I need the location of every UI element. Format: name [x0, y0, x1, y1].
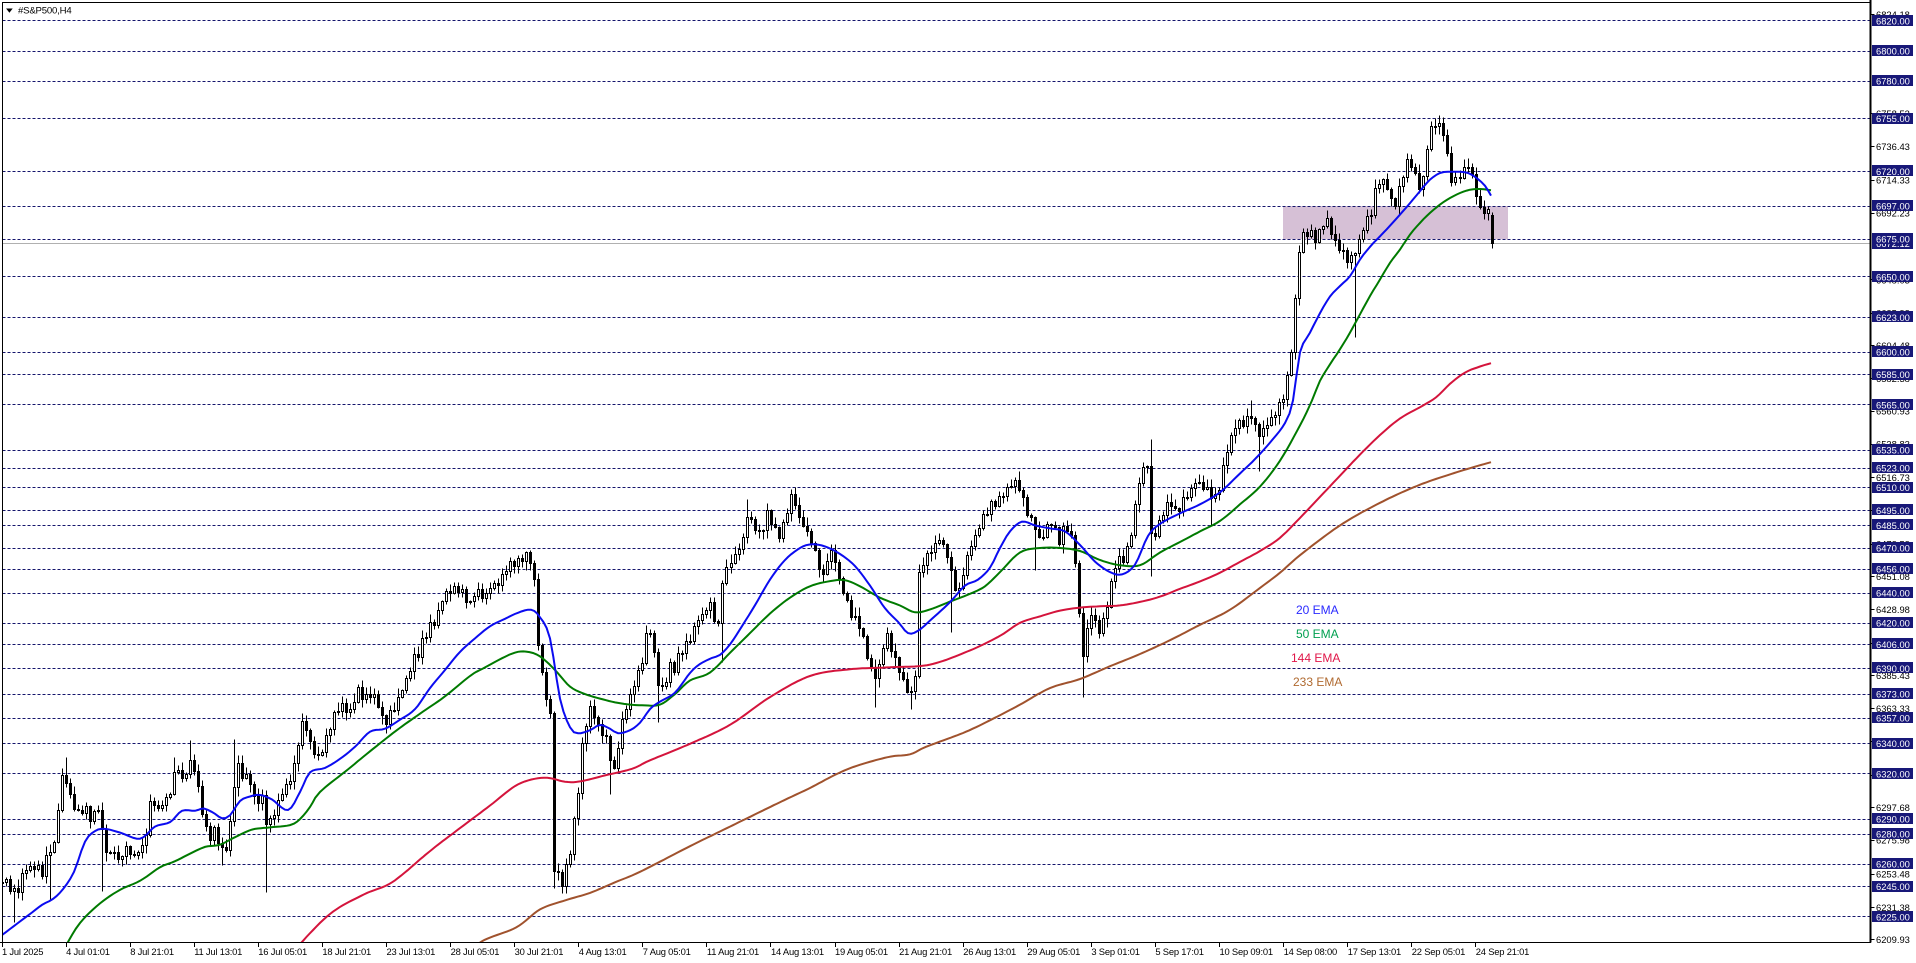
svg-text:6280.00: 6280.00: [1876, 829, 1910, 840]
svg-text:6720.00: 6720.00: [1876, 166, 1910, 177]
svg-text:6297.68: 6297.68: [1876, 802, 1910, 813]
svg-text:14 Aug 13:01: 14 Aug 13:01: [771, 946, 824, 957]
svg-text:28 Jul 05:01: 28 Jul 05:01: [451, 946, 500, 957]
svg-text:6824.18: 6824.18: [1876, 9, 1910, 20]
svg-text:6451.08: 6451.08: [1876, 571, 1910, 582]
svg-text:6485.00: 6485.00: [1876, 520, 1910, 531]
svg-text:6510.00: 6510.00: [1876, 482, 1910, 493]
svg-text:24 Sep 21:01: 24 Sep 21:01: [1476, 946, 1529, 957]
svg-text:10 Sep 09:01: 10 Sep 09:01: [1220, 946, 1273, 957]
svg-text:6800.00: 6800.00: [1876, 45, 1910, 56]
svg-text:50 EMA: 50 EMA: [1296, 627, 1339, 641]
svg-text:6600.00: 6600.00: [1876, 347, 1910, 358]
svg-text:6623.00: 6623.00: [1876, 312, 1910, 323]
svg-text:6320.00: 6320.00: [1876, 768, 1910, 779]
svg-text:6340.00: 6340.00: [1876, 738, 1910, 749]
svg-text:6692.23: 6692.23: [1876, 208, 1910, 219]
svg-text:6565.00: 6565.00: [1876, 399, 1910, 410]
svg-text:8 Jul 21:01: 8 Jul 21:01: [130, 946, 174, 957]
svg-text:6420.00: 6420.00: [1876, 618, 1910, 629]
svg-text:6755.00: 6755.00: [1876, 113, 1910, 124]
svg-text:11 Jul 13:01: 11 Jul 13:01: [194, 946, 242, 957]
svg-text:6736.43: 6736.43: [1876, 141, 1910, 152]
svg-text:6275.98: 6275.98: [1876, 835, 1910, 846]
svg-text:16 Jul 05:01: 16 Jul 05:01: [258, 946, 307, 957]
svg-text:6209.93: 6209.93: [1876, 934, 1910, 945]
svg-text:6820.00: 6820.00: [1876, 15, 1910, 26]
svg-text:1 Jul 2025: 1 Jul 2025: [2, 946, 43, 957]
svg-text:233 EMA: 233 EMA: [1293, 675, 1342, 689]
svg-text:4 Jul 01:01: 4 Jul 01:01: [66, 946, 110, 957]
svg-text:6516.73: 6516.73: [1876, 472, 1910, 483]
svg-text:26 Aug 13:01: 26 Aug 13:01: [963, 946, 1016, 957]
svg-text:6260.00: 6260.00: [1876, 859, 1910, 870]
svg-text:29 Aug 05:01: 29 Aug 05:01: [1027, 946, 1080, 957]
svg-text:6697.00: 6697.00: [1876, 201, 1910, 212]
svg-text:6440.00: 6440.00: [1876, 588, 1910, 599]
svg-text:6470.00: 6470.00: [1876, 542, 1910, 553]
svg-text:6523.00: 6523.00: [1876, 463, 1910, 474]
svg-text:6406.00: 6406.00: [1876, 639, 1910, 650]
svg-text:30 Jul 21:01: 30 Jul 21:01: [515, 946, 564, 957]
svg-text:5 Sep 17:01: 5 Sep 17:01: [1155, 946, 1203, 957]
svg-text:6495.00: 6495.00: [1876, 505, 1910, 516]
svg-text:14 Sep 08:00: 14 Sep 08:00: [1284, 946, 1337, 957]
svg-text:6231.38: 6231.38: [1876, 902, 1910, 913]
svg-text:6357.00: 6357.00: [1876, 713, 1910, 724]
svg-text:6604.48: 6604.48: [1876, 340, 1910, 351]
svg-text:22 Sep 05:01: 22 Sep 05:01: [1412, 946, 1465, 957]
svg-text:6585.00: 6585.00: [1876, 369, 1910, 380]
svg-text:4 Aug 13:01: 4 Aug 13:01: [579, 946, 627, 957]
svg-text:17 Sep 13:01: 17 Sep 13:01: [1348, 946, 1401, 957]
svg-text:#S&P500,H4: #S&P500,H4: [18, 5, 72, 16]
svg-text:6363.33: 6363.33: [1876, 703, 1910, 714]
svg-text:20 EMA: 20 EMA: [1296, 603, 1339, 617]
svg-text:6245.00: 6245.00: [1876, 881, 1910, 892]
svg-text:6253.48: 6253.48: [1876, 869, 1910, 880]
svg-text:144 EMA: 144 EMA: [1291, 651, 1340, 665]
svg-text:6780.00: 6780.00: [1876, 76, 1910, 87]
svg-text:19 Aug 05:01: 19 Aug 05:01: [835, 946, 888, 957]
svg-text:6675.00: 6675.00: [1876, 234, 1910, 245]
svg-text:7 Aug 05:01: 7 Aug 05:01: [643, 946, 691, 957]
svg-text:3 Sep 01:01: 3 Sep 01:01: [1091, 946, 1139, 957]
svg-text:23 Jul 13:01: 23 Jul 13:01: [387, 946, 436, 957]
svg-text:21 Aug 21:01: 21 Aug 21:01: [899, 946, 952, 957]
svg-text:6385.43: 6385.43: [1876, 670, 1910, 681]
svg-text:6714.33: 6714.33: [1876, 174, 1910, 185]
svg-text:6456.00: 6456.00: [1876, 564, 1910, 575]
svg-text:6225.00: 6225.00: [1876, 911, 1910, 922]
svg-text:6535.00: 6535.00: [1876, 445, 1910, 456]
svg-text:18 Jul 21:01: 18 Jul 21:01: [322, 946, 371, 957]
svg-text:6428.98: 6428.98: [1876, 604, 1910, 615]
svg-text:6290.00: 6290.00: [1876, 814, 1910, 825]
svg-text:6390.00: 6390.00: [1876, 663, 1910, 674]
svg-text:6650.00: 6650.00: [1876, 271, 1910, 282]
svg-text:6560.93: 6560.93: [1876, 406, 1910, 417]
svg-text:6373.00: 6373.00: [1876, 689, 1910, 700]
svg-text:11 Aug 21:01: 11 Aug 21:01: [707, 946, 759, 957]
